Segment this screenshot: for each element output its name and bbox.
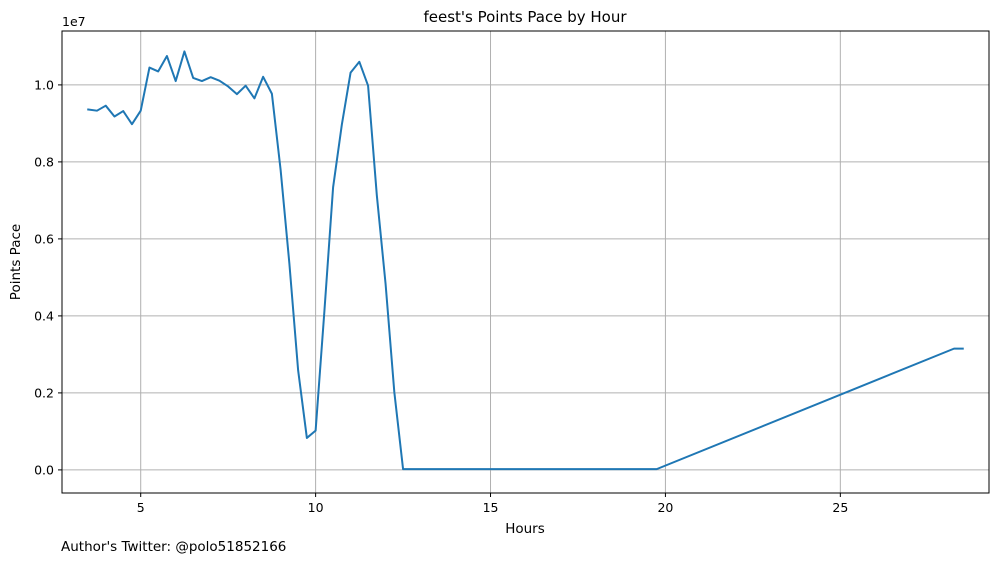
- y-tick-label: 0.6: [34, 231, 54, 246]
- y-axis-label: Points Pace: [8, 224, 24, 300]
- y-tick-label: 0.2: [34, 385, 54, 400]
- y-tick-label: 0.4: [34, 308, 54, 323]
- x-tick-label: 10: [308, 500, 324, 515]
- y-scale-multiplier: 1e7: [62, 14, 86, 29]
- series-line: [87, 50, 964, 471]
- x-tick-label: 15: [483, 500, 499, 515]
- y-axis: 0.0 0.2 0.4 0.6 0.8 1.0: [34, 77, 62, 477]
- x-tick-label: 20: [657, 500, 673, 515]
- y-tick-label: 1.0: [34, 77, 54, 92]
- y-tick-label: 0.0: [34, 462, 54, 477]
- y-tick-label: 0.8: [34, 154, 54, 169]
- chart-title: feest's Points Pace by Hour: [423, 8, 627, 26]
- x-axis: 5 10 15 20 25: [137, 493, 848, 515]
- plot-frame: [61, 30, 990, 494]
- x-axis-label: Hours: [505, 521, 545, 537]
- x-tick-label: 25: [832, 500, 848, 515]
- series-layer: [87, 50, 964, 471]
- x-tick-label: 5: [137, 500, 145, 515]
- author-credit: Author's Twitter: @polo51852166: [61, 539, 286, 555]
